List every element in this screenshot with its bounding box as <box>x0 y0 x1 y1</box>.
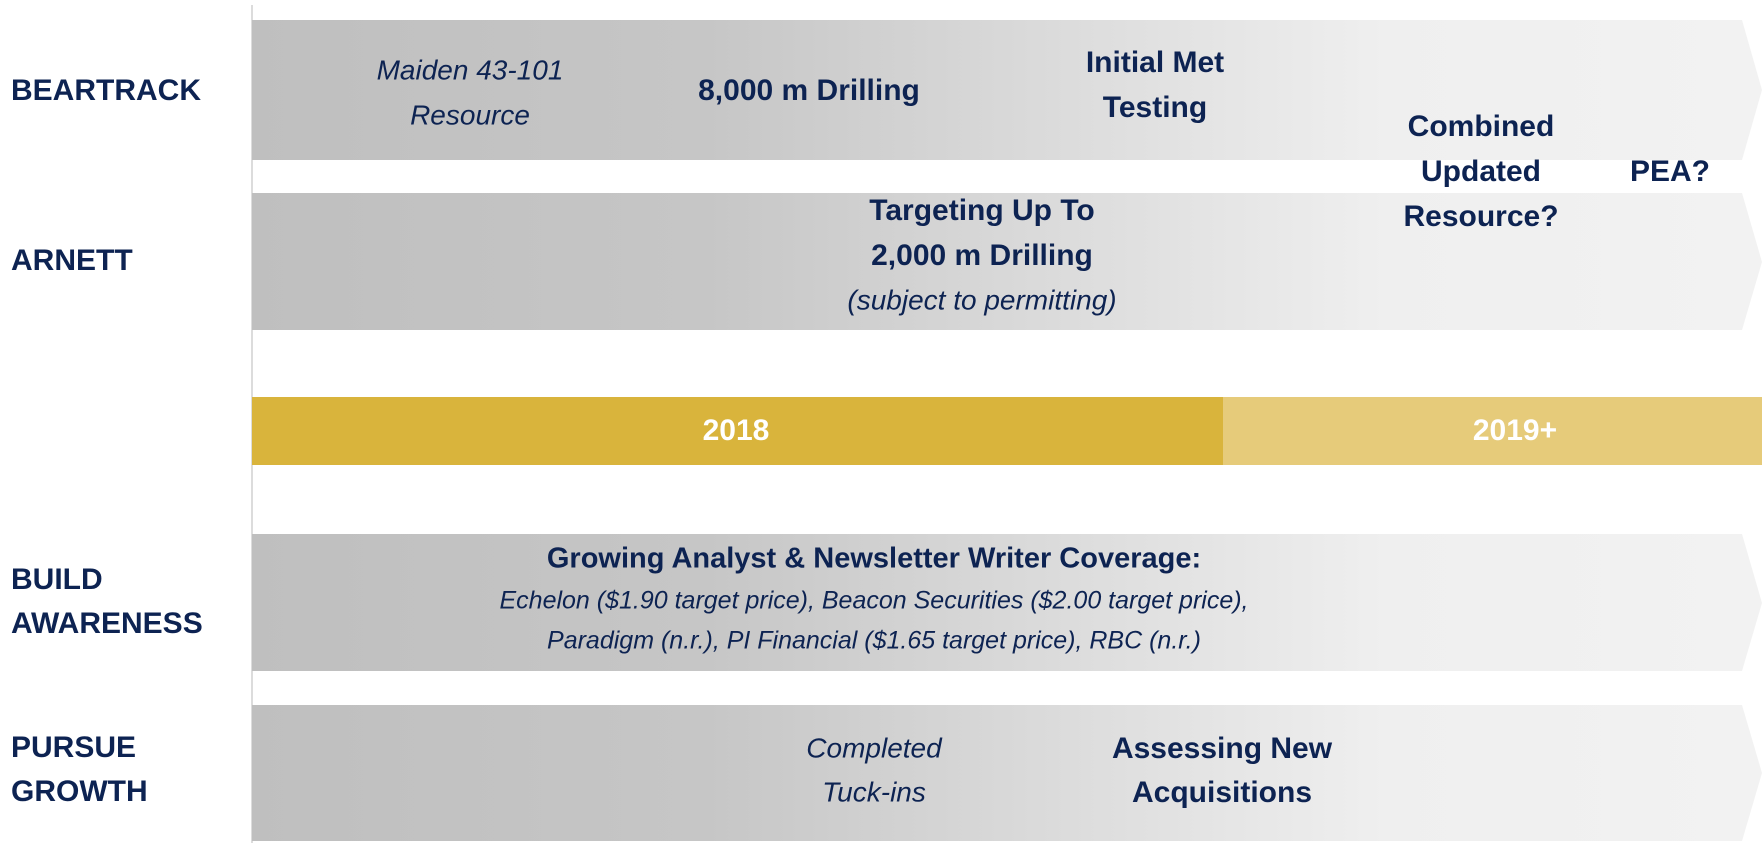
row-label: ARNETT <box>11 244 133 277</box>
row-label: BUILD <box>11 563 103 596</box>
milestone: Initial Met <box>1086 46 1224 79</box>
arrow <box>252 193 1762 330</box>
arrow <box>252 20 1762 160</box>
year: 2019+ <box>1473 414 1557 447</box>
timeline-bar <box>1223 397 1762 465</box>
arrow <box>252 705 1762 841</box>
coverage-line: Echelon ($1.90 target price), Beacon Sec… <box>499 587 1248 615</box>
milestone: Acquisitions <box>1132 776 1312 809</box>
milestone: Maiden 43-101 <box>377 54 564 85</box>
milestone: Completed <box>806 732 943 763</box>
year: 2018 <box>703 414 770 447</box>
milestone: Targeting Up To <box>869 194 1095 227</box>
milestone: Assessing New <box>1112 732 1333 765</box>
arrow <box>252 534 1762 671</box>
coverage-title: Growing Analyst & Newsletter Writer Cove… <box>547 543 1201 575</box>
milestone: Combined <box>1408 110 1555 143</box>
row-label: AWARENESS <box>11 607 203 640</box>
milestone: Testing <box>1103 91 1207 124</box>
row-label: GROWTH <box>11 775 148 808</box>
coverage-line: Paradigm (n.r.), PI Financial ($1.65 tar… <box>547 627 1201 655</box>
milestone: Updated <box>1421 155 1541 188</box>
row-label: BEARTRACK <box>11 74 201 107</box>
row-label: PURSUE <box>11 731 136 764</box>
milestone: 8,000 m Drilling <box>698 74 920 107</box>
note: (subject to permitting) <box>847 284 1116 315</box>
milestone: Resource <box>410 99 530 130</box>
milestone: Resource? <box>1403 200 1558 233</box>
milestone: Tuck-ins <box>822 776 926 807</box>
milestone: PEA? <box>1630 155 1710 188</box>
timeline-bar <box>252 397 1223 465</box>
milestone: 2,000 m Drilling <box>871 239 1093 272</box>
